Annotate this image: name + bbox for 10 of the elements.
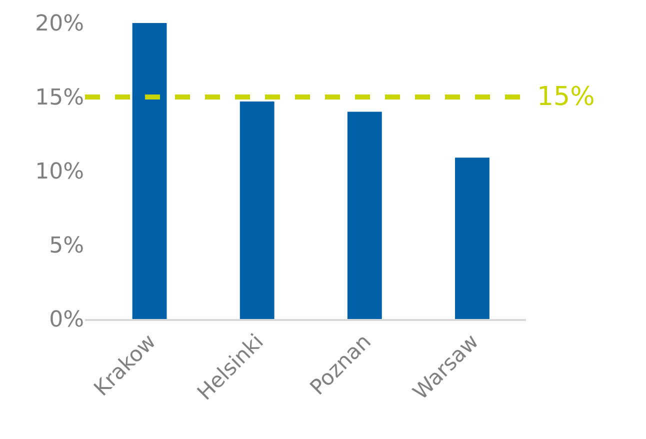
y-tick-label: 15% (35, 86, 84, 111)
ref-line-label: 15% (537, 82, 595, 112)
bar (240, 101, 274, 319)
y-tick-label: 10% (35, 160, 84, 185)
bar (455, 158, 490, 319)
y-tick-label: 5% (49, 234, 84, 259)
y-tick-label: 20% (35, 12, 84, 37)
bar (132, 23, 167, 319)
bar (347, 112, 382, 319)
y-tick-label: 0% (49, 308, 84, 333)
